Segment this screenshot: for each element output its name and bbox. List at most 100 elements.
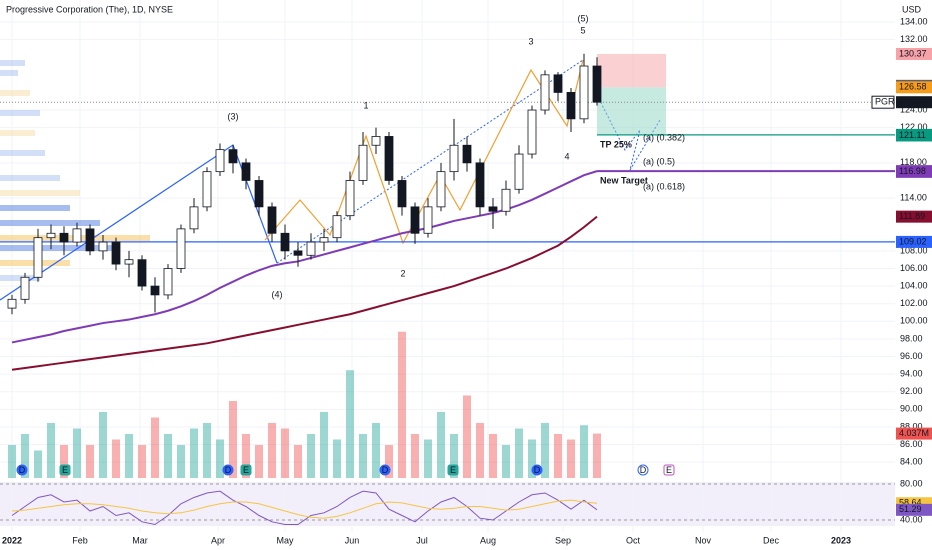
y-tick-label: 92.00 (900, 386, 923, 396)
y-tick-label: 106.00 (900, 263, 928, 273)
x-tick-label: Nov (695, 535, 712, 545)
candle-body (85, 228, 95, 252)
candle-body (72, 228, 82, 243)
candle-body (410, 206, 420, 234)
y-tick-label: 96.00 (900, 351, 923, 361)
candle-body (566, 92, 576, 120)
volume-bar (554, 433, 562, 478)
volume-bar (437, 411, 445, 478)
volume-bar (346, 370, 354, 478)
candle-body (20, 276, 30, 300)
candle-body (540, 74, 550, 111)
volume-bar (177, 444, 185, 478)
event-icon (531, 464, 543, 476)
candle-body (241, 162, 251, 181)
volume-bar (151, 417, 159, 478)
event-label: D (382, 465, 389, 475)
event-icon (240, 464, 252, 476)
candle-body (397, 180, 407, 208)
candle-body (59, 232, 69, 243)
candle-body (7, 298, 17, 309)
volume-bar (398, 331, 406, 478)
candle-body (293, 250, 303, 256)
annotation: (5) (578, 13, 589, 23)
candle-body (514, 153, 524, 190)
candle-body (449, 144, 459, 173)
volume-bar (125, 433, 133, 478)
candle-body (319, 237, 329, 243)
volume-bar (47, 422, 55, 478)
annotation: TP 25% (600, 139, 632, 149)
y-tick-label: 108.00 (900, 245, 928, 255)
volume-bar (385, 444, 393, 478)
candle-body (46, 232, 56, 239)
event-label: D (534, 465, 541, 475)
event-label: E (666, 465, 672, 475)
volume-bar (450, 433, 458, 478)
y-tick-label: 94.00 (900, 369, 923, 379)
event-label: D (19, 465, 26, 475)
rsi-line (11, 490, 598, 526)
volume-bar (294, 444, 302, 478)
axis-marker-label: 58.64 (899, 498, 922, 508)
x-tick-label: Apr (211, 535, 225, 545)
x-tick-label: Jun (345, 535, 360, 545)
candle-body (345, 180, 355, 217)
volume-bar (359, 433, 367, 478)
event-icon (637, 464, 649, 476)
axis-marker-label: 51.29 (899, 504, 922, 514)
annotation: 5 (580, 25, 585, 35)
volume-bar (190, 428, 198, 478)
volume-bar (242, 433, 250, 478)
axis-marker (896, 47, 932, 60)
volume-bar (502, 444, 510, 478)
candle-body (202, 171, 212, 208)
volume-bar (112, 439, 120, 478)
annotation: (a) (0.382) (643, 132, 685, 142)
volume-bar (203, 422, 211, 478)
candle-body (189, 206, 199, 230)
volume-bar (8, 444, 16, 478)
candle-body (579, 65, 589, 120)
x-tick-label: 2023 (831, 535, 851, 545)
y-tick-label: 100.00 (900, 316, 928, 326)
axis-marker-label: 109.02 (899, 236, 927, 246)
x-tick-label: Aug (480, 535, 496, 545)
candle-body (371, 136, 381, 146)
candle-body (423, 206, 433, 234)
volume-bar (567, 439, 575, 478)
y-tick-label: 134.00 (900, 16, 928, 26)
candle-body (150, 285, 160, 296)
candle-body (488, 206, 498, 212)
moving-average (11, 170, 598, 344)
volume-bar (86, 444, 94, 478)
wave-line (276, 59, 584, 264)
rsi-line (11, 499, 598, 519)
volume-bar (541, 422, 549, 478)
volume-bar (34, 450, 42, 478)
annotation: 4 (564, 151, 569, 161)
x-tick-label: Sep (555, 535, 571, 545)
candle-body (111, 241, 121, 265)
y-tick-label: 88.00 (900, 421, 923, 431)
event-icon (16, 464, 28, 476)
candle-body (33, 237, 43, 278)
candle-body (137, 259, 147, 287)
volume-bar (268, 422, 276, 478)
annotation: (3) (228, 111, 239, 121)
stop-zone (597, 53, 666, 88)
axis-marker-label: 124.89 (899, 97, 927, 107)
volume-bar (21, 433, 29, 478)
rsi-band (0, 482, 895, 526)
event-label: E (243, 465, 249, 475)
candle-body (527, 109, 537, 155)
axis-marker-label: 126.58 (899, 82, 927, 92)
candle-body (553, 74, 563, 93)
symbol-tag (871, 95, 895, 109)
rsi-tick-label: 40.00 (900, 514, 923, 524)
event-label: D (640, 465, 647, 475)
candle-body (124, 259, 134, 265)
volume-bar (333, 439, 341, 478)
event-icon (663, 464, 675, 476)
